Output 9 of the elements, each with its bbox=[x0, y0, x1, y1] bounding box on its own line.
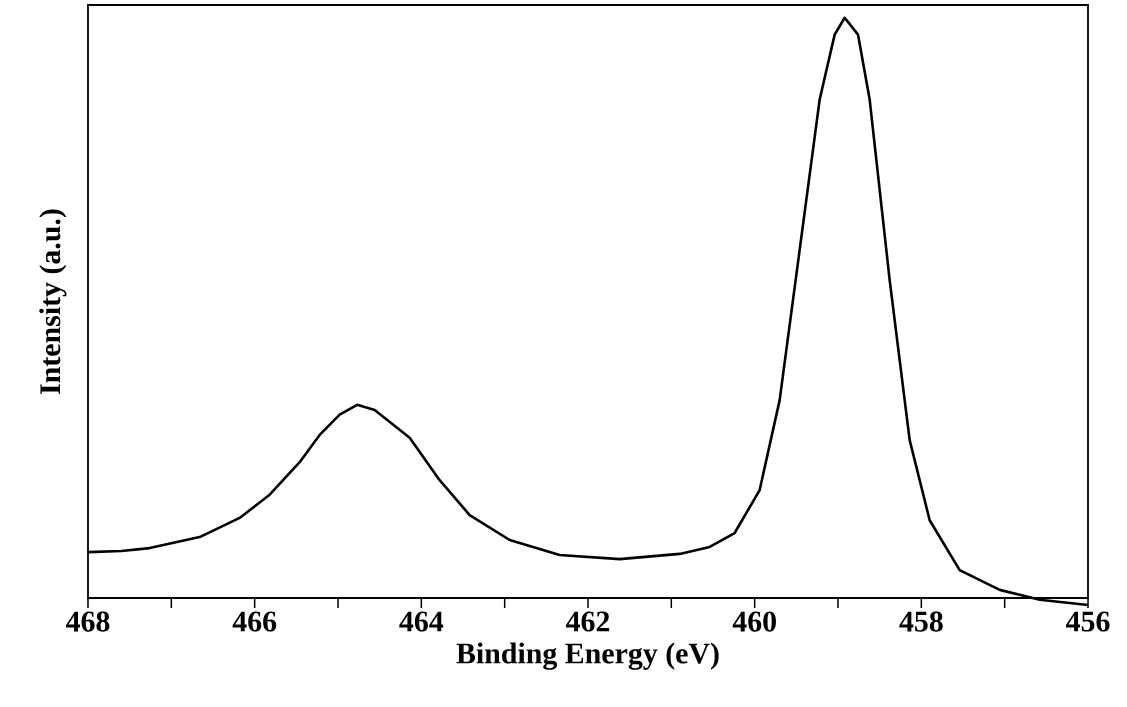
x-tick-label: 456 bbox=[1065, 611, 1110, 632]
x-tick-label: 468 bbox=[65, 611, 110, 632]
x-tick-label: 462 bbox=[565, 611, 610, 632]
x-axis-title: Binding Energy (eV) bbox=[456, 642, 719, 670]
x-tick-label: 458 bbox=[899, 611, 943, 632]
x-tick-label: 460 bbox=[732, 611, 776, 632]
x-tick-label: 466 bbox=[232, 611, 277, 632]
x-tick-label: 464 bbox=[399, 611, 444, 632]
y-axis-title: Intensity (a.u.) bbox=[39, 209, 67, 394]
